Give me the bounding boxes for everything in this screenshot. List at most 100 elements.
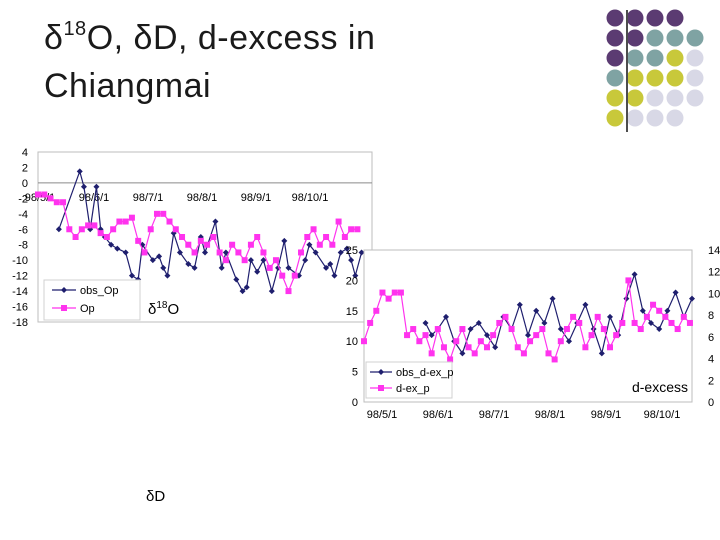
data-point-d-ex_p — [404, 332, 411, 339]
data-point-obs_d-ex_p — [533, 307, 540, 314]
corner-dot — [626, 89, 644, 107]
corner-dot — [606, 109, 624, 127]
y-tick-label-right: 6 — [708, 332, 714, 344]
x-tick-label: 98/10/1 — [292, 192, 329, 204]
data-point-obs_d-ex_p — [525, 332, 531, 339]
data-point-obs_d-ex_p — [672, 289, 679, 296]
data-point-obs_Op — [164, 272, 171, 279]
data-point-d-ex_p — [459, 326, 466, 333]
data-point-Op — [316, 241, 323, 248]
data-point-obs_Op — [218, 264, 225, 271]
data-point-d-ex_p — [502, 313, 509, 320]
data-point-d-ex_p — [527, 338, 534, 345]
x-tick-label: 98/6/1 — [423, 409, 454, 421]
data-point-obs_Op — [243, 284, 250, 291]
chart-title-d-excess: d-excess — [632, 379, 688, 395]
data-point-obs_d-ex_p — [541, 319, 548, 326]
y-tick-label-right: 12 — [708, 267, 720, 279]
corner-dot — [666, 109, 684, 127]
data-point-obs_Op — [358, 249, 365, 256]
data-point-Op — [147, 226, 154, 233]
data-point-obs_Op — [239, 288, 246, 295]
data-point-Op — [66, 226, 73, 233]
data-point-Op — [53, 199, 60, 206]
title-line1-rest: O, δD, d-excess in — [86, 19, 376, 57]
data-point-d-ex_p — [471, 350, 478, 357]
corner-dot — [686, 69, 704, 87]
data-point-obs_Op — [80, 183, 87, 190]
data-point-obs_Op — [302, 257, 309, 264]
data-point-obs_d-ex_p — [492, 344, 499, 351]
data-point-Op — [85, 222, 92, 229]
data-point-obs_Op — [348, 257, 355, 264]
data-point-obs_Op — [185, 261, 192, 268]
x-tick-label: 98/9/1 — [241, 192, 272, 204]
corner-dot — [606, 49, 624, 67]
corner-dot — [626, 49, 644, 67]
x-tick-label: 98/5/1 — [367, 409, 398, 421]
data-point-obs_Op — [55, 226, 62, 233]
data-point-d-ex_p — [582, 344, 589, 351]
corner-dot — [666, 9, 684, 27]
corner-dot — [606, 29, 624, 47]
data-point-Op — [229, 241, 236, 248]
corner-dot — [646, 29, 664, 47]
data-point-Op — [335, 218, 342, 225]
legend-swatch-marker — [61, 287, 67, 293]
y-tick-label-left: 20 — [346, 275, 358, 287]
corner-dot — [606, 69, 624, 87]
y-tick-label: -10 — [12, 255, 28, 267]
data-point-obs_Op — [281, 237, 288, 244]
data-point-Op — [298, 249, 305, 256]
data-point-d-ex_p — [662, 313, 669, 320]
data-point-d-ex_p — [434, 326, 441, 333]
data-point-d-ex_p — [453, 338, 460, 345]
corner-dot — [666, 69, 684, 87]
legend-swatch-marker — [378, 369, 384, 375]
y-tick-label: -6 — [18, 224, 28, 236]
data-point-obs_d-ex_p — [428, 332, 435, 339]
data-point-obs_Op — [323, 264, 330, 271]
data-point-d-ex_p — [551, 356, 558, 363]
y-tick-label: -2 — [18, 193, 28, 205]
y-tick-label: 2 — [22, 162, 28, 174]
data-point-Op — [91, 222, 98, 229]
data-point-obs_Op — [76, 168, 83, 175]
x-tick-label: 98/10/1 — [644, 409, 681, 421]
data-point-d-ex_p — [514, 344, 521, 351]
data-point-d-ex_p — [385, 295, 392, 302]
data-point-d-ex_p — [600, 326, 607, 333]
y-tick-label: -8 — [18, 240, 28, 252]
legend-label: d-ex_p — [396, 383, 430, 395]
data-point-obs_d-ex_p — [475, 319, 482, 326]
data-point-obs_d-ex_p — [598, 350, 605, 357]
legend-label: obs_Op — [80, 285, 119, 297]
corner-dot — [686, 29, 704, 47]
y-tick-label-right: 14 — [708, 245, 720, 257]
data-point-obs_Op — [285, 264, 292, 271]
data-point-d-ex_p — [545, 350, 552, 357]
data-point-obs_d-ex_p — [689, 295, 695, 302]
data-point-Op — [341, 234, 348, 240]
data-point-obs_Op — [97, 226, 104, 233]
data-point-Op — [172, 226, 179, 233]
data-point-obs_d-ex_p — [639, 307, 646, 314]
data-point-obs_d-ex_p — [648, 319, 654, 326]
y-tick-label-left: 0 — [352, 397, 358, 409]
data-point-d-ex_p — [520, 350, 527, 357]
data-point-obs_Op — [149, 257, 156, 264]
data-point-d-ex_p — [539, 326, 546, 333]
data-point-obs_Op — [160, 264, 167, 271]
data-point-Op — [153, 210, 160, 217]
data-point-Op — [241, 257, 248, 264]
y-tick-label-right: 2 — [708, 375, 714, 387]
data-point-Op — [247, 241, 254, 248]
data-point-Op — [166, 218, 173, 225]
data-point-d-ex_p — [680, 313, 687, 320]
y-tick-label-right: 4 — [708, 354, 714, 366]
corner-dot — [646, 9, 664, 27]
legend-box — [43, 279, 141, 321]
y-tick-label: 4 — [22, 147, 28, 159]
legend-label: Op — [80, 303, 95, 315]
